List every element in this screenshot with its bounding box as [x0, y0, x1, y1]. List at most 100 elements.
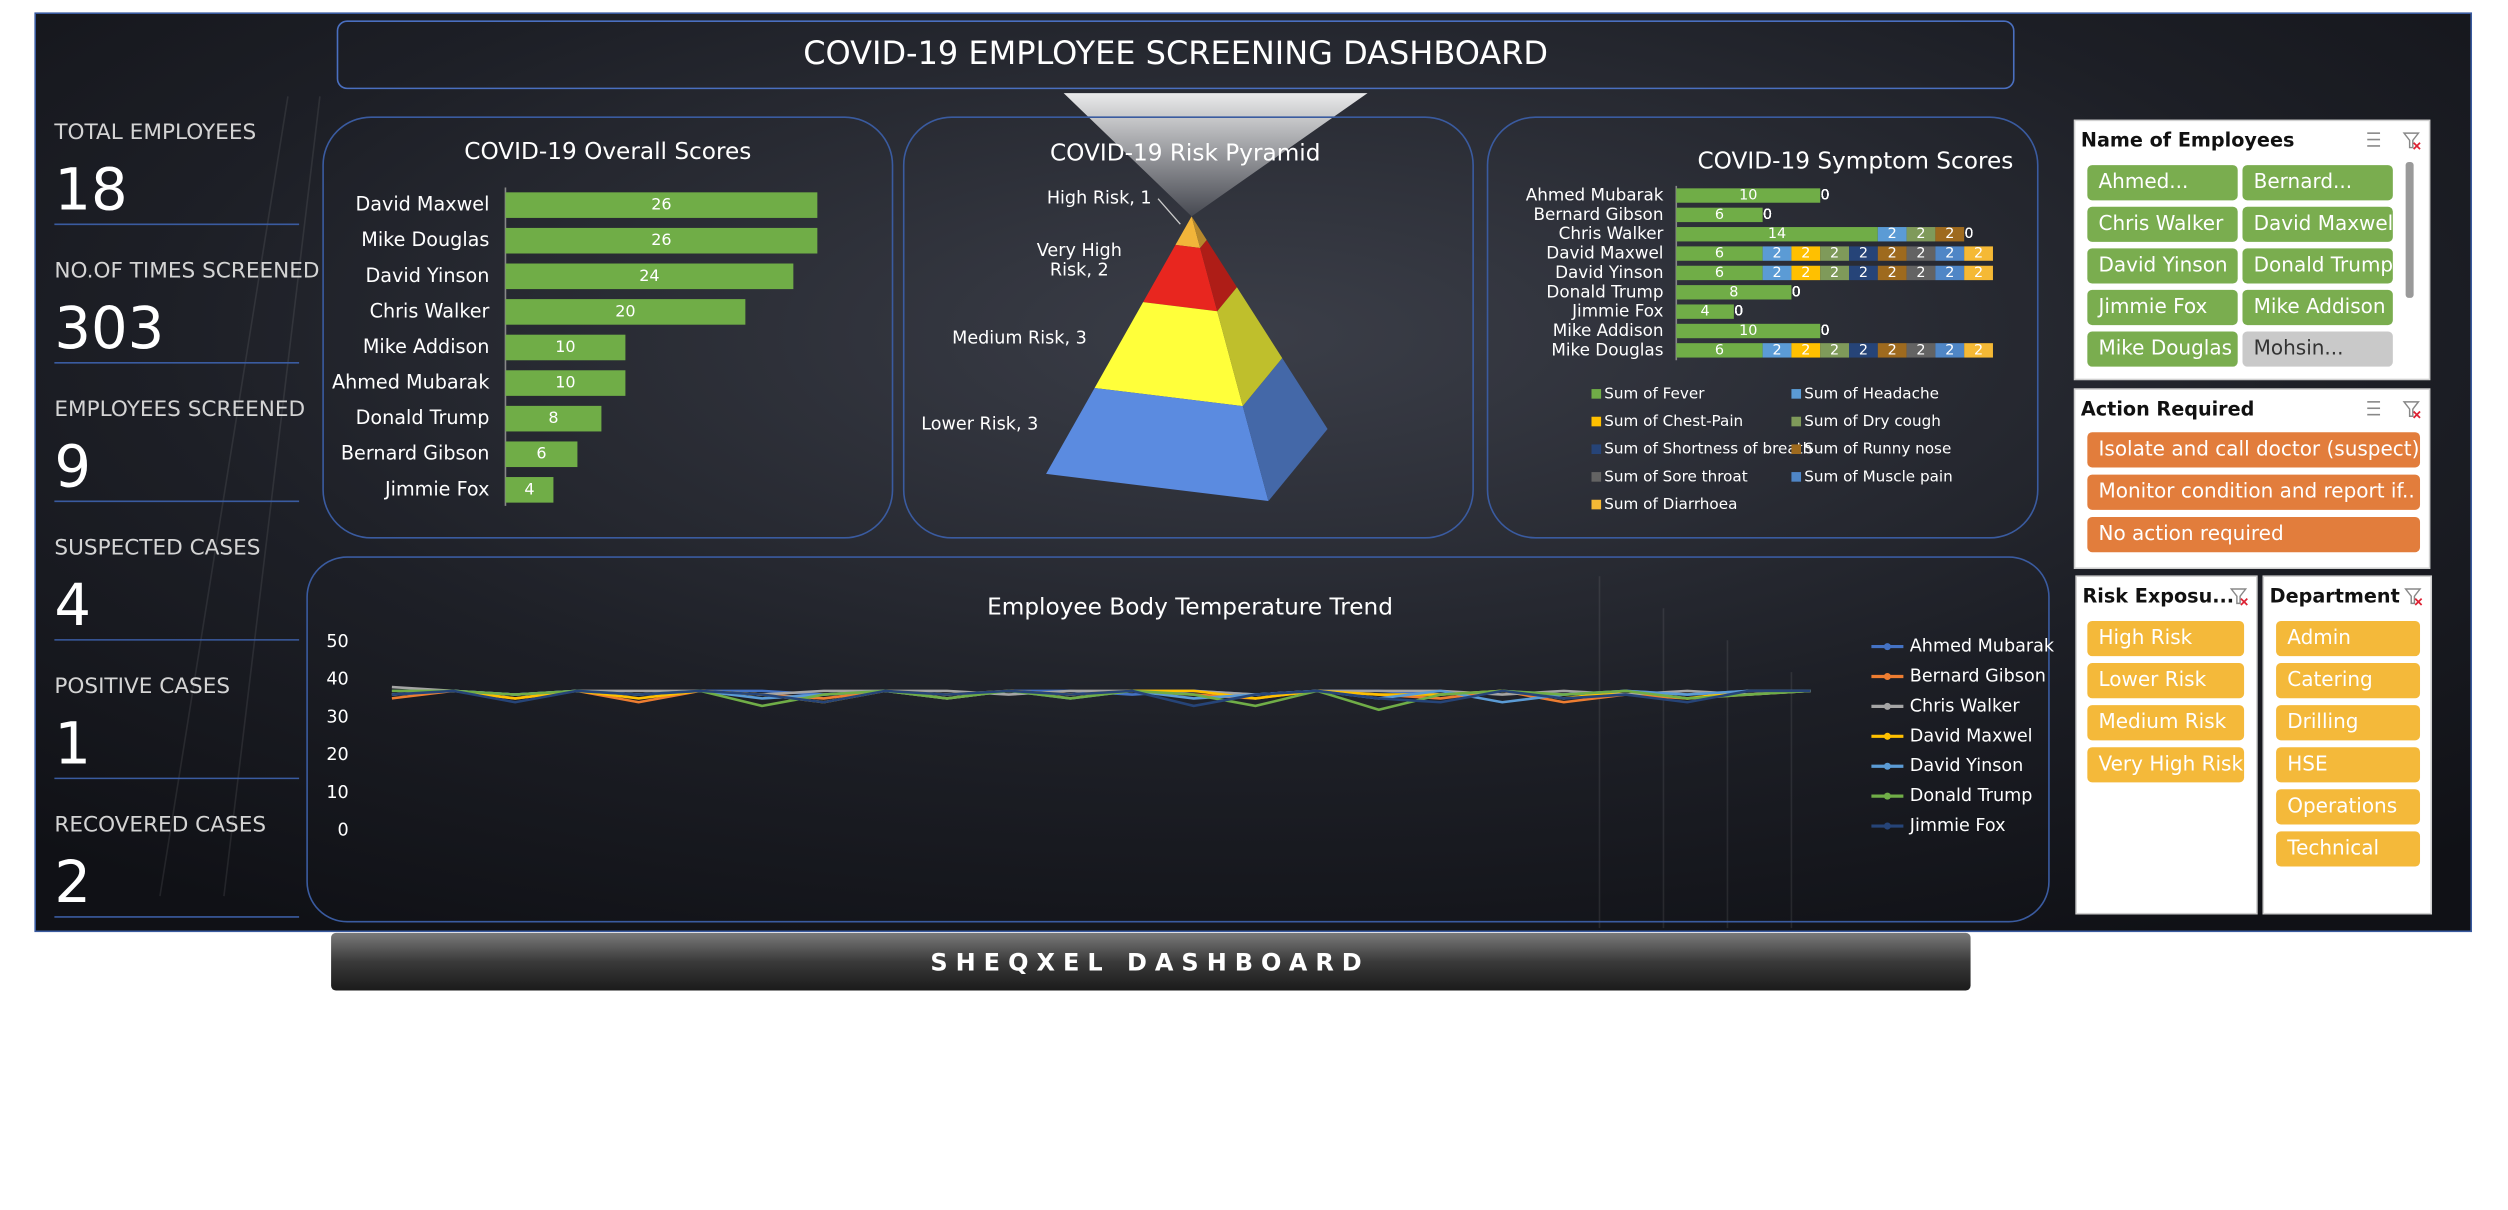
slicer-item[interactable] [2087, 705, 2245, 741]
data-label: 0 [1792, 284, 1801, 300]
data-label: 10 [1739, 323, 1757, 339]
kpi-value: 2 [54, 849, 91, 916]
data-label: 2 [1830, 342, 1839, 358]
bar-segment [1762, 265, 1792, 281]
bar-segment [1762, 343, 1792, 358]
data-label: 0 [1820, 323, 1829, 339]
data-label: 24 [639, 266, 659, 285]
slicer-item[interactable] [2087, 474, 2421, 510]
slicer-item[interactable] [2242, 331, 2393, 367]
y-tick-label: Bernard Gibson [341, 442, 490, 465]
y-tick-label: 20 [326, 745, 348, 765]
pyramid-layer [1094, 302, 1243, 407]
data-label: 8 [548, 408, 558, 427]
y-tick-label: David Maxwel [355, 193, 489, 216]
data-label: 0 [1734, 304, 1743, 320]
slicer-item[interactable] [2276, 620, 2421, 657]
slicer-item[interactable] [2276, 831, 2421, 867]
data-label: 0 [1792, 284, 1801, 300]
data-label: Very High Risk, 2 [1037, 241, 1122, 280]
legend-marker [1883, 732, 1891, 740]
data-label: 2 [1801, 342, 1810, 358]
bar-segment [1906, 227, 1936, 242]
clear-x [2413, 142, 2421, 150]
slicer-item[interactable] [2242, 289, 2393, 326]
slicer-item[interactable] [2276, 705, 2421, 741]
slicer-item-label: Technical [2286, 835, 2379, 859]
legend-label: Sum of Headache [1804, 384, 1939, 402]
slicer-item-label: Bernard... [2254, 169, 2352, 193]
dashboard-title: COVID-19 EMPLOYEE SCREENING DASHBOARD [803, 34, 1548, 72]
bar-segment [1935, 343, 1965, 358]
data-label: 14 [1768, 226, 1786, 242]
slicer-item[interactable] [2242, 165, 2393, 201]
data-label: 0 [1820, 323, 1829, 339]
data-label: 2 [1888, 265, 1897, 281]
data-label: 2 [1888, 342, 1897, 358]
panel [306, 556, 2050, 923]
data-label: Medium Risk, 3 [952, 329, 1087, 349]
funnel [2404, 588, 2422, 605]
chart-title: COVID-19 Risk Pyramid [1050, 139, 1320, 166]
bar-segment [1964, 343, 1993, 358]
data-label: 0 [1763, 207, 1772, 223]
slicer-item[interactable] [2087, 517, 2421, 553]
bar-segment [1820, 265, 1850, 281]
slicer-item-label: Catering [2287, 667, 2372, 691]
slicer-item[interactable] [2242, 206, 2393, 242]
slicer-item[interactable] [2087, 432, 2421, 468]
data-label: 0 [1734, 304, 1743, 320]
legend-swatch [1791, 444, 1802, 455]
pyramid-layer [1046, 388, 1269, 502]
legend-swatch [1791, 389, 1802, 399]
slicer-item-label: Ahmed... [2099, 169, 2189, 193]
bar [505, 477, 554, 503]
slicer-item[interactable] [2087, 289, 2238, 326]
bar-segment [1877, 265, 1907, 281]
kpi-label: POSITIVE CASES [54, 674, 230, 699]
slicer-item[interactable] [2087, 747, 2245, 783]
slicer-item[interactable] [2276, 663, 2421, 699]
slicer-item[interactable] [2087, 165, 2238, 201]
data-label: 0 [1763, 207, 1772, 223]
slicer-item-label: HSE [2287, 751, 2327, 775]
slicer-item[interactable] [2087, 620, 2245, 657]
data-label: 0 [1820, 323, 1829, 339]
slicer-item[interactable] [2087, 331, 2238, 367]
bar-segment [1676, 304, 1734, 319]
legend-swatch [1791, 472, 1802, 482]
data-label: 2 [1830, 246, 1839, 262]
slicer-item-label: David Yinson [2099, 252, 2228, 276]
data-label: Lower Risk, 3 [921, 415, 1038, 435]
bar-segment [1935, 265, 1965, 281]
footer-title: SHEQXEL DASHBOARD [930, 948, 1369, 976]
legend-marker [1883, 672, 1891, 681]
title-box [336, 20, 2015, 90]
chart-title: COVID-19 Overall Scores [464, 138, 751, 165]
data-label: 2 [1974, 265, 1983, 281]
bar-segment [1791, 246, 1821, 261]
slicer-item-label: Mike Douglas [2099, 336, 2232, 360]
data-label: 4 [524, 479, 534, 498]
y-tick-label: Ahmed Mubarak [1526, 185, 1664, 205]
bar [505, 334, 626, 361]
slicer-item[interactable] [2087, 663, 2245, 699]
slicer-item[interactable] [2276, 789, 2421, 825]
slicer-item[interactable] [2087, 206, 2238, 242]
y-tick-label: 0 [338, 821, 349, 841]
data-label: 0 [1792, 284, 1801, 300]
legend-label: Sum of Chest-Pain [1604, 412, 1743, 430]
slicer-title: Action Required [2081, 397, 2254, 420]
data-label: 0 [1820, 188, 1829, 204]
slicer-item[interactable] [2276, 747, 2421, 783]
kpi-value: 9 [54, 434, 91, 501]
slicer-item[interactable] [2242, 248, 2393, 284]
data-label: 0 [1734, 304, 1743, 320]
slicer-item[interactable] [2087, 248, 2238, 284]
legend-marker [1883, 792, 1891, 800]
building-texture [159, 96, 1793, 929]
bar-segment [1820, 343, 1850, 358]
legend-label: Sum of Dry cough [1804, 412, 1941, 430]
slicer-item-label: Operations [2287, 793, 2397, 817]
data-label: 2 [1945, 226, 1954, 242]
